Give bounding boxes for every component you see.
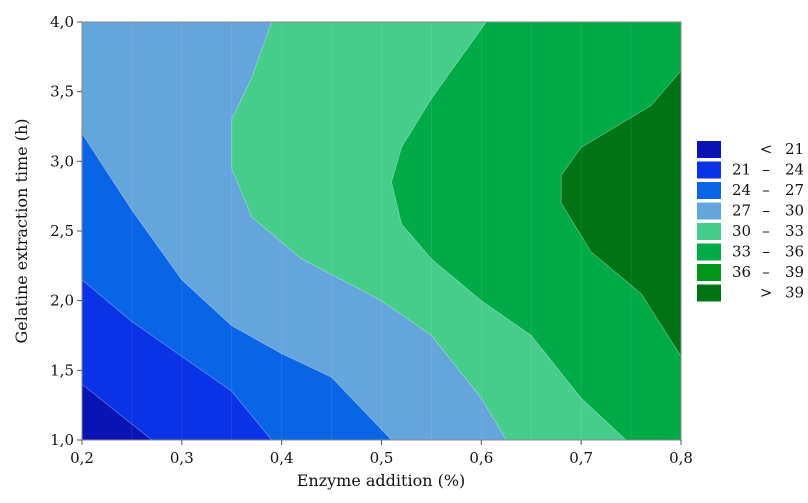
- legend-swatch: [697, 202, 721, 220]
- legend-value-high: 30: [785, 202, 804, 220]
- x-tick-label: 0,2: [70, 449, 94, 467]
- legend-symbol: >: [760, 284, 773, 302]
- y-tick-label: 2,5: [50, 222, 74, 240]
- contour-line-24: [82, 279, 273, 440]
- legend-dash: –: [762, 243, 770, 261]
- legend-value-low: 36: [732, 263, 751, 281]
- legend-value-high: 27: [785, 181, 804, 199]
- legend-value-low: 27: [732, 202, 751, 220]
- contour-line-33: [391, 22, 627, 440]
- legend-value: 21: [785, 140, 804, 158]
- x-tick-label: 0,8: [669, 449, 693, 467]
- legend-value-low: 30: [732, 222, 751, 240]
- y-tick-label: 4,0: [50, 13, 74, 31]
- x-tick-label: 0,3: [170, 449, 194, 467]
- y-tick-label: 1,5: [50, 361, 74, 379]
- legend-value-low: 33: [732, 243, 751, 261]
- y-tick-label: 3,0: [50, 152, 74, 170]
- legend-swatch: [697, 161, 721, 179]
- y-tick-label: 2,0: [50, 292, 74, 310]
- legend-value-high: 33: [785, 222, 804, 240]
- y-tick-label: 1,0: [50, 431, 74, 449]
- x-tick-label: 0,7: [569, 449, 593, 467]
- legend-swatch: [697, 182, 721, 199]
- legend-swatch: [697, 264, 721, 281]
- legend-value-low: 21: [732, 161, 751, 179]
- x-tick-label: 0,6: [469, 449, 493, 467]
- y-axis-title: Gelatine extraction time (h): [12, 118, 31, 343]
- contour-line-30: [231, 22, 507, 440]
- grid-texture: [131, 22, 632, 440]
- y-tick-label: 3,5: [50, 83, 74, 101]
- plot-area: [82, 22, 681, 440]
- legend-value-high: 24: [785, 161, 804, 179]
- legend-symbol: <: [760, 140, 773, 158]
- contour-band-36: [561, 22, 681, 357]
- legend-value-high: 39: [785, 263, 804, 281]
- legend-swatch: [697, 284, 721, 302]
- legend-dash: –: [762, 202, 770, 220]
- legend-dash: –: [762, 263, 770, 281]
- x-tick-label: 0,5: [370, 449, 394, 467]
- legend-dash: –: [762, 161, 770, 179]
- x-tick-label: 0,4: [270, 449, 294, 467]
- contour-line-27: [82, 133, 392, 440]
- contour-boundaries: [82, 22, 681, 440]
- legend-dash: –: [762, 181, 770, 199]
- legend-swatch: [697, 243, 721, 261]
- legend-swatch: [697, 141, 721, 158]
- legend-swatch: [697, 223, 721, 240]
- legend-value-high: 36: [785, 243, 804, 261]
- legend-value: 39: [785, 284, 804, 302]
- y-axis: 1,0 1,5 2,0 2,5 3,0 3,5 4,0: [50, 13, 82, 449]
- x-axis-title: Enzyme addition (%): [297, 471, 466, 490]
- contour-line-21: [82, 383, 153, 440]
- contour-bands: [82, 22, 681, 440]
- x-axis: 0,2 0,3 0,4 0,5 0,6 0,7 0,8: [70, 440, 693, 467]
- legend-dash: –: [762, 222, 770, 240]
- contour-band-33: [391, 22, 681, 440]
- legend-value-low: 24: [732, 181, 751, 199]
- contour-line-36: [560, 70, 681, 357]
